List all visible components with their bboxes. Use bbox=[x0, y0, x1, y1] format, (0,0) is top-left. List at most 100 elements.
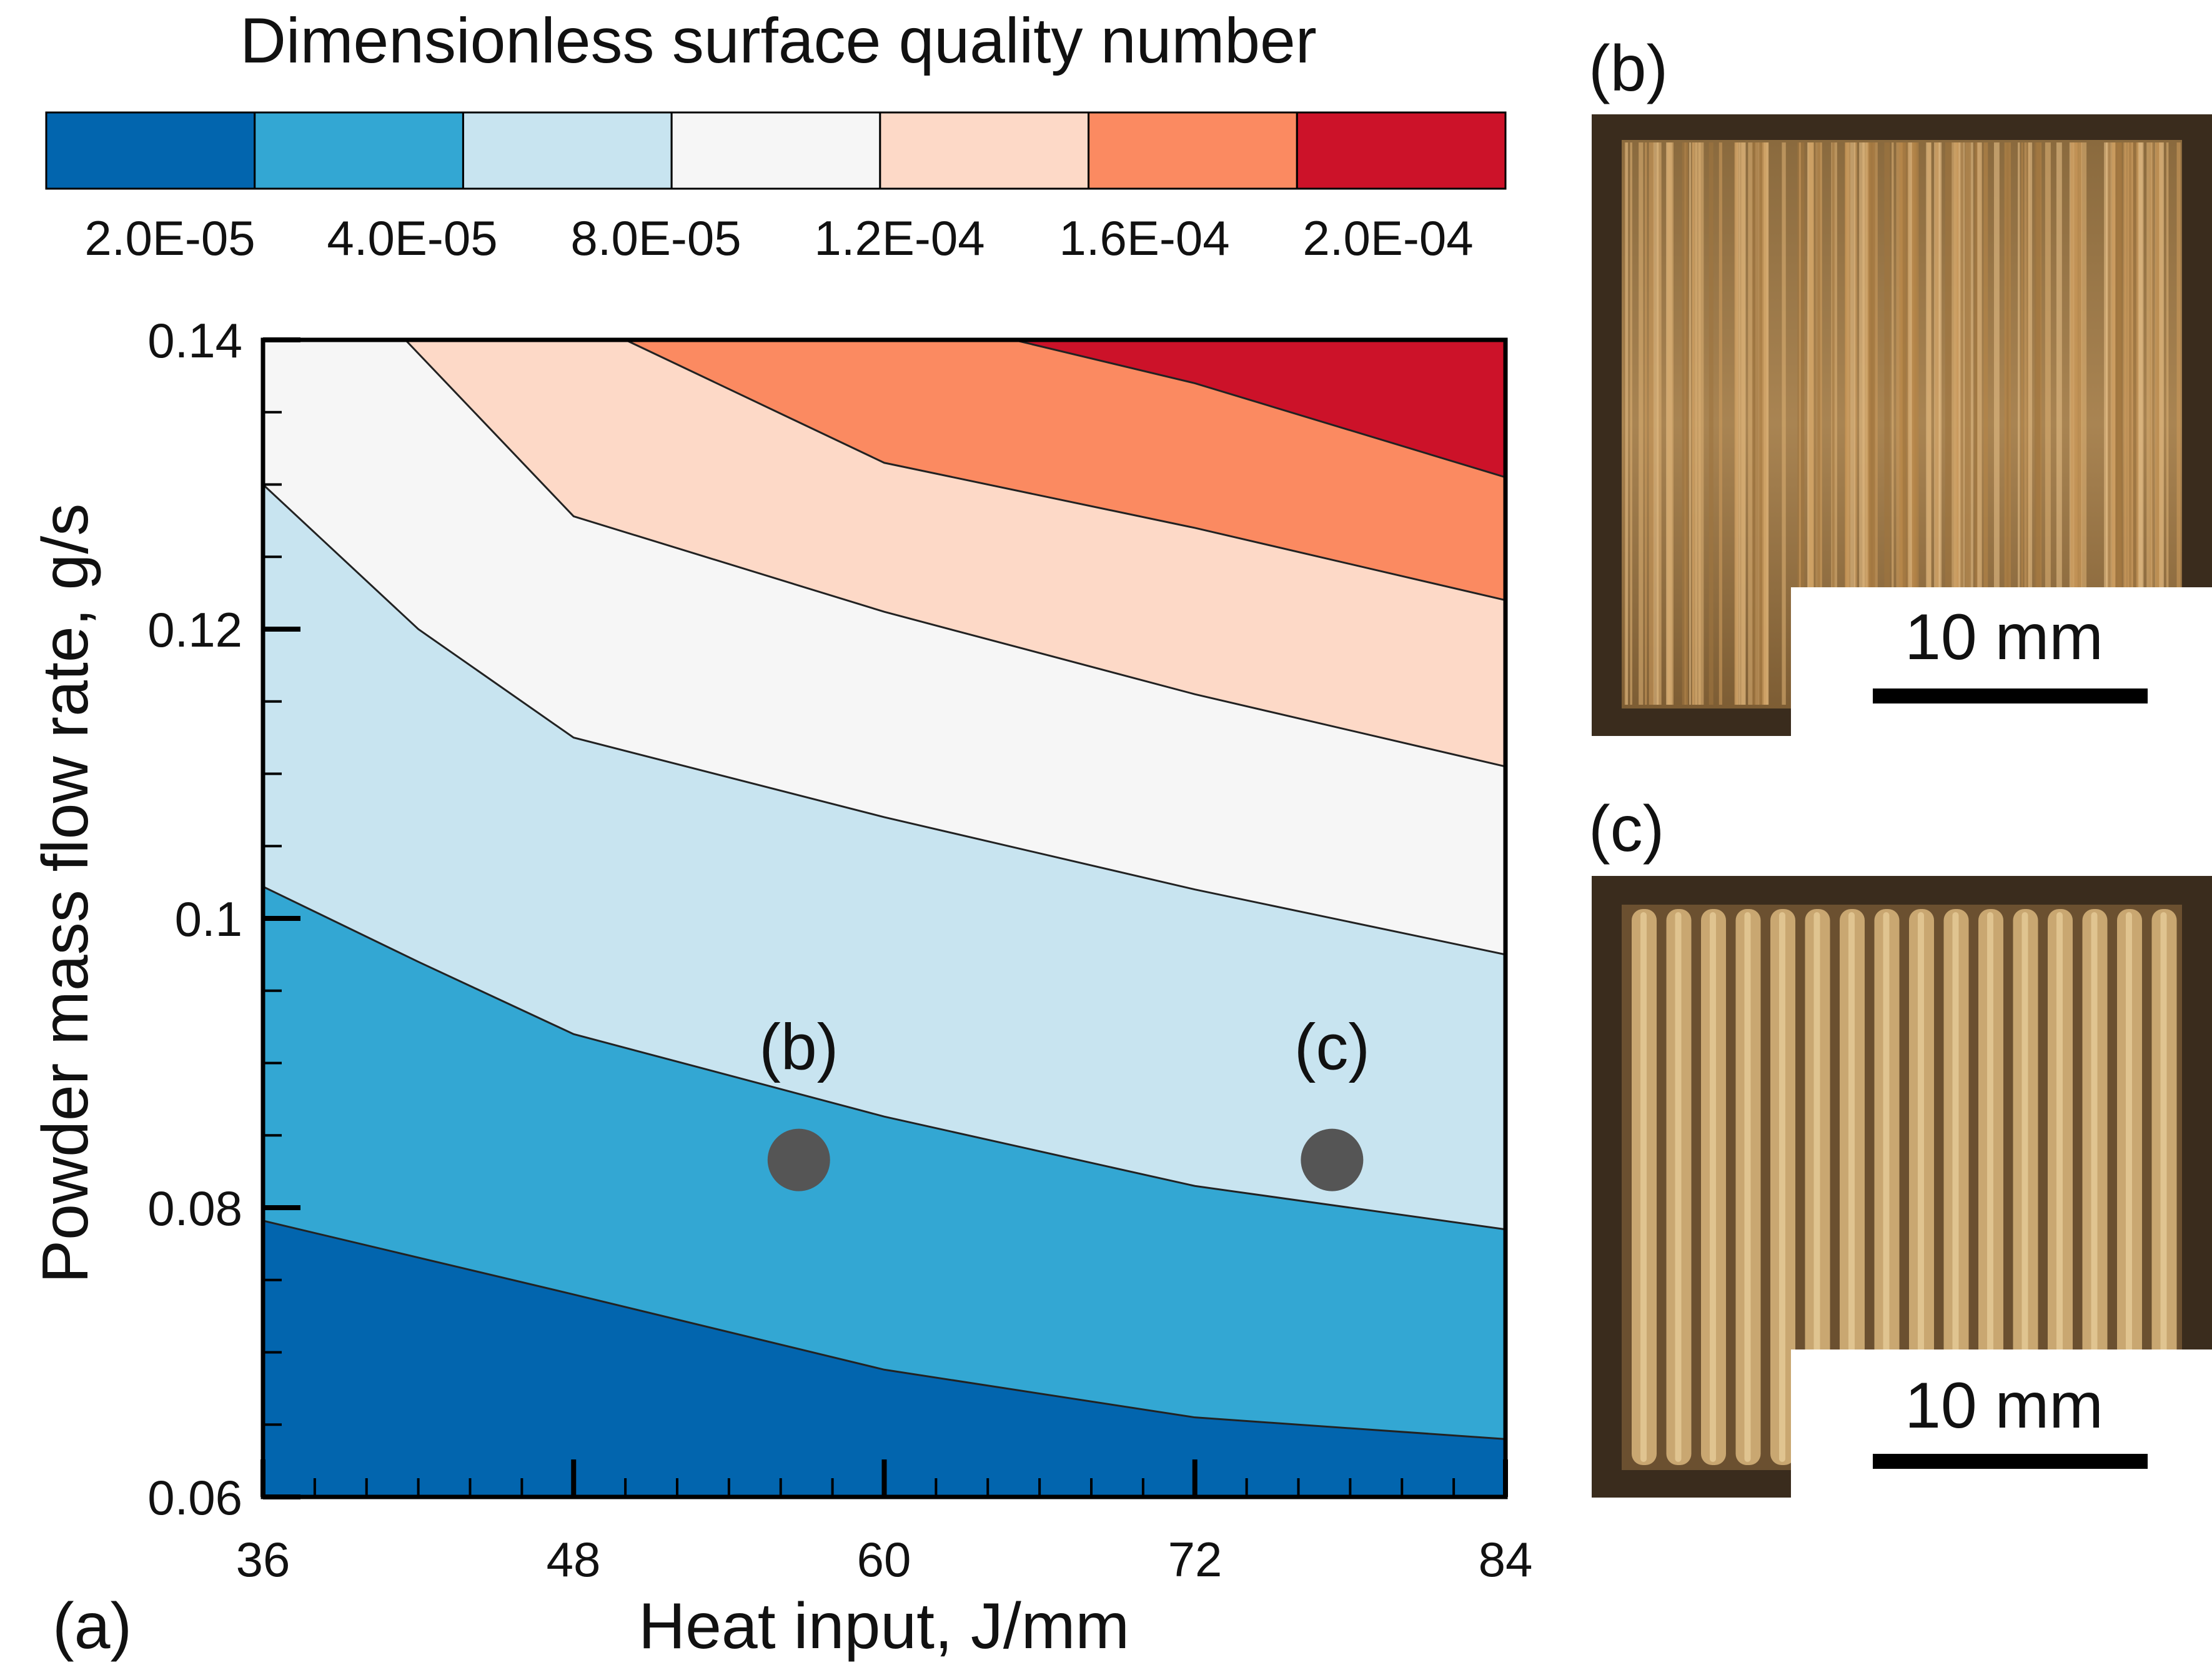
photo-texture-line bbox=[2108, 142, 2111, 705]
photo-c-scalebar-label: 10 mm bbox=[1905, 1369, 2103, 1442]
y-tick-label: 0.06 bbox=[147, 1470, 242, 1525]
photo-texture-line bbox=[2111, 142, 2116, 705]
photo-texture-line bbox=[1798, 142, 1801, 705]
photo-texture-line bbox=[1914, 142, 1919, 705]
photo-texture-line bbox=[2151, 142, 2154, 705]
photo-texture-line bbox=[1625, 142, 1629, 705]
contour-lines bbox=[263, 340, 1505, 1440]
photo-texture-line bbox=[1927, 142, 1932, 705]
photo-track-highlight bbox=[2160, 912, 2167, 1462]
photo-texture-line bbox=[1935, 142, 1939, 705]
photo-texture-line bbox=[2075, 142, 2081, 705]
colorbar-tick-label: 2.0E-05 bbox=[84, 211, 255, 266]
sample-marker-label: (c) bbox=[1294, 1011, 1370, 1084]
colorbar-swatch bbox=[254, 111, 464, 190]
photo-texture-line bbox=[2081, 142, 2087, 705]
photo-texture-line bbox=[1845, 142, 1851, 705]
photo-label-c: (c) bbox=[1589, 793, 1664, 865]
photo-texture-line bbox=[2024, 142, 2027, 705]
photo-texture-line bbox=[1748, 142, 1753, 705]
photo-texture-line bbox=[1649, 142, 1654, 705]
photo-texture-line bbox=[1952, 142, 1958, 705]
photo-texture-line bbox=[1965, 142, 1971, 705]
x-axis-label: Heat input, J/mm bbox=[638, 1590, 1129, 1663]
colorbar-tick-label: 4.0E-05 bbox=[327, 211, 497, 266]
contour-band bbox=[1013, 340, 1505, 477]
photo-texture-line bbox=[1993, 142, 2000, 705]
photo-track-highlight bbox=[2091, 912, 2098, 1462]
photo-texture-line bbox=[1870, 142, 1875, 705]
photo-track-highlight bbox=[1675, 912, 1682, 1462]
colorbar-swatch bbox=[670, 111, 881, 190]
photo-texture-line bbox=[2034, 142, 2041, 705]
photo-texture-line bbox=[2155, 142, 2160, 705]
photo-texture-line bbox=[1639, 142, 1644, 705]
photo-texture-line bbox=[1692, 142, 1697, 705]
sample-marker-label: (b) bbox=[759, 1011, 838, 1084]
photo-texture-line bbox=[1892, 142, 1894, 705]
x-tick-label: 84 bbox=[1479, 1532, 1533, 1587]
photo-texture-line bbox=[1902, 142, 1907, 705]
photo-c-scalebar bbox=[1873, 1454, 2148, 1469]
panel-label-a: (a) bbox=[52, 1590, 132, 1663]
photo-texture-line bbox=[2071, 142, 2078, 705]
photo-track-highlight bbox=[2126, 912, 2132, 1462]
photo-texture-line bbox=[1983, 142, 1988, 705]
colorbar-swatch bbox=[879, 111, 1090, 190]
photo-c-scalebar-backdrop bbox=[1791, 1349, 2212, 1498]
colorbar-tick-labels: 2.0E-05 4.0E-05 8.0E-05 1.2E-04 1.6E-04 … bbox=[84, 211, 1473, 266]
photo-texture-line bbox=[1698, 142, 1704, 705]
colorbar-tick-label: 8.0E-05 bbox=[570, 211, 741, 266]
x-tick-labels: 36 48 60 72 84 bbox=[236, 1532, 1533, 1587]
photo-texture-line bbox=[1644, 142, 1647, 705]
photo-c: 10 mm bbox=[1592, 876, 2212, 1498]
photo-texture-line bbox=[1808, 142, 1814, 705]
colorbar-swatch bbox=[1088, 111, 1298, 190]
sample-marker bbox=[1301, 1128, 1364, 1191]
photo-b-scalebar bbox=[1873, 688, 2148, 703]
photo-b-texture bbox=[1624, 142, 2181, 705]
photo-track-highlight bbox=[1640, 912, 1647, 1462]
photo-texture-line bbox=[2116, 142, 2123, 705]
photo-texture-line bbox=[1653, 142, 1659, 705]
colorbar-swatch bbox=[45, 111, 256, 190]
y-tick-label: 0.1 bbox=[175, 892, 242, 947]
photo-track-highlight bbox=[1744, 912, 1751, 1462]
photo-texture-line bbox=[1682, 142, 1689, 705]
photo-texture-line bbox=[1956, 142, 1959, 705]
photo-texture-line bbox=[1899, 142, 1905, 705]
photo-label-b: (b) bbox=[1589, 32, 1668, 105]
photo-texture-line bbox=[1853, 142, 1857, 705]
photo-texture-line bbox=[2128, 142, 2132, 705]
photo-texture-line bbox=[2021, 142, 2023, 705]
sample-markers: (b) (c) bbox=[759, 1011, 1370, 1191]
photo-texture-line bbox=[1974, 142, 1978, 705]
x-tick-label: 36 bbox=[236, 1532, 290, 1587]
y-tick-label: 0.12 bbox=[147, 602, 242, 657]
photo-b: 10 mm bbox=[1592, 114, 2212, 736]
photo-texture-line bbox=[2045, 142, 2051, 705]
photo-track-highlight bbox=[1918, 912, 1924, 1462]
photo-texture-line bbox=[1970, 142, 1973, 705]
y-tick-label: 0.08 bbox=[147, 1181, 242, 1236]
photo-texture-line bbox=[1832, 142, 1835, 705]
photo-texture-line bbox=[1960, 142, 1964, 705]
photo-track-highlight bbox=[1710, 912, 1716, 1462]
contour-plot: 0.06 0.08 0.1 0.12 0.14 36 48 60 72 84 H… bbox=[29, 313, 1532, 1663]
y-axis-label: Powder mass flow rate, g/s bbox=[29, 504, 102, 1283]
y-tick-label: 0.14 bbox=[147, 313, 242, 368]
photo-texture-line bbox=[1734, 142, 1739, 705]
photo-texture-line bbox=[2136, 142, 2139, 705]
contour-line bbox=[263, 885, 1505, 1231]
photo-b-scalebar-backdrop bbox=[1791, 587, 2212, 736]
photo-panel-b: (b) 10 mm bbox=[1589, 32, 2212, 736]
photo-texture-line bbox=[1850, 142, 1856, 705]
colorbar-tick-label: 1.6E-04 bbox=[1059, 211, 1229, 266]
contour-line bbox=[263, 484, 1505, 956]
photo-texture-line bbox=[1657, 142, 1662, 705]
colorbar-tick-label: 1.2E-04 bbox=[814, 211, 984, 266]
photo-texture-line bbox=[1911, 142, 1917, 705]
photo-texture-line bbox=[1938, 142, 1942, 705]
photo-texture-line bbox=[1884, 142, 1890, 705]
